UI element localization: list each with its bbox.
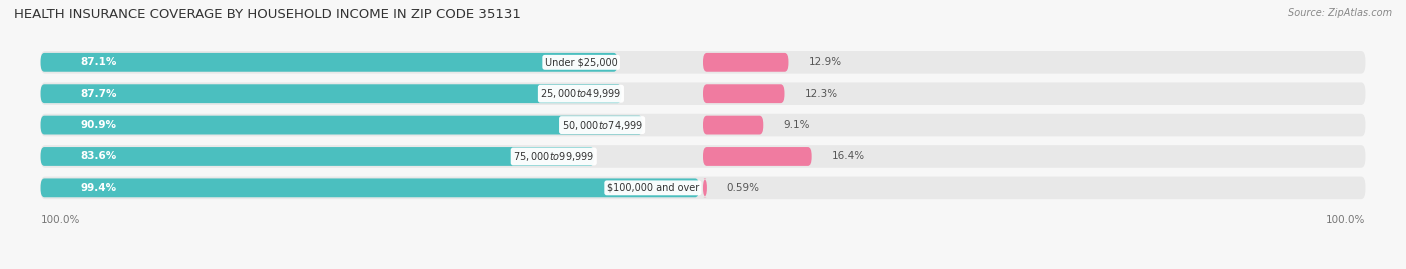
Text: $100,000 and over: $100,000 and over xyxy=(607,183,699,193)
Text: 0.59%: 0.59% xyxy=(727,183,759,193)
Text: 9.1%: 9.1% xyxy=(783,120,810,130)
Text: 87.7%: 87.7% xyxy=(80,89,117,99)
Text: $75,000 to $99,999: $75,000 to $99,999 xyxy=(513,150,595,163)
FancyBboxPatch shape xyxy=(41,82,1365,105)
FancyBboxPatch shape xyxy=(41,178,699,197)
Text: 90.9%: 90.9% xyxy=(80,120,117,130)
FancyBboxPatch shape xyxy=(703,178,707,197)
FancyBboxPatch shape xyxy=(703,116,763,134)
FancyBboxPatch shape xyxy=(41,51,1365,74)
FancyBboxPatch shape xyxy=(41,147,595,166)
Text: 83.6%: 83.6% xyxy=(80,151,117,161)
Text: 100.0%: 100.0% xyxy=(41,215,80,225)
Text: Source: ZipAtlas.com: Source: ZipAtlas.com xyxy=(1288,8,1392,18)
Text: 99.4%: 99.4% xyxy=(80,183,117,193)
Text: 12.9%: 12.9% xyxy=(808,57,841,67)
FancyBboxPatch shape xyxy=(703,53,789,72)
Text: 87.1%: 87.1% xyxy=(80,57,117,67)
FancyBboxPatch shape xyxy=(703,147,811,166)
Text: 12.3%: 12.3% xyxy=(804,89,838,99)
Text: Under $25,000: Under $25,000 xyxy=(544,57,617,67)
FancyBboxPatch shape xyxy=(703,84,785,103)
Text: $25,000 to $49,999: $25,000 to $49,999 xyxy=(540,87,621,100)
Text: HEALTH INSURANCE COVERAGE BY HOUSEHOLD INCOME IN ZIP CODE 35131: HEALTH INSURANCE COVERAGE BY HOUSEHOLD I… xyxy=(14,8,522,21)
FancyBboxPatch shape xyxy=(41,84,621,103)
FancyBboxPatch shape xyxy=(41,116,643,134)
FancyBboxPatch shape xyxy=(41,114,1365,136)
Text: 100.0%: 100.0% xyxy=(1326,215,1365,225)
FancyBboxPatch shape xyxy=(41,145,1365,168)
Text: 16.4%: 16.4% xyxy=(831,151,865,161)
FancyBboxPatch shape xyxy=(41,176,1365,199)
FancyBboxPatch shape xyxy=(41,53,617,72)
Text: $50,000 to $74,999: $50,000 to $74,999 xyxy=(561,119,643,132)
